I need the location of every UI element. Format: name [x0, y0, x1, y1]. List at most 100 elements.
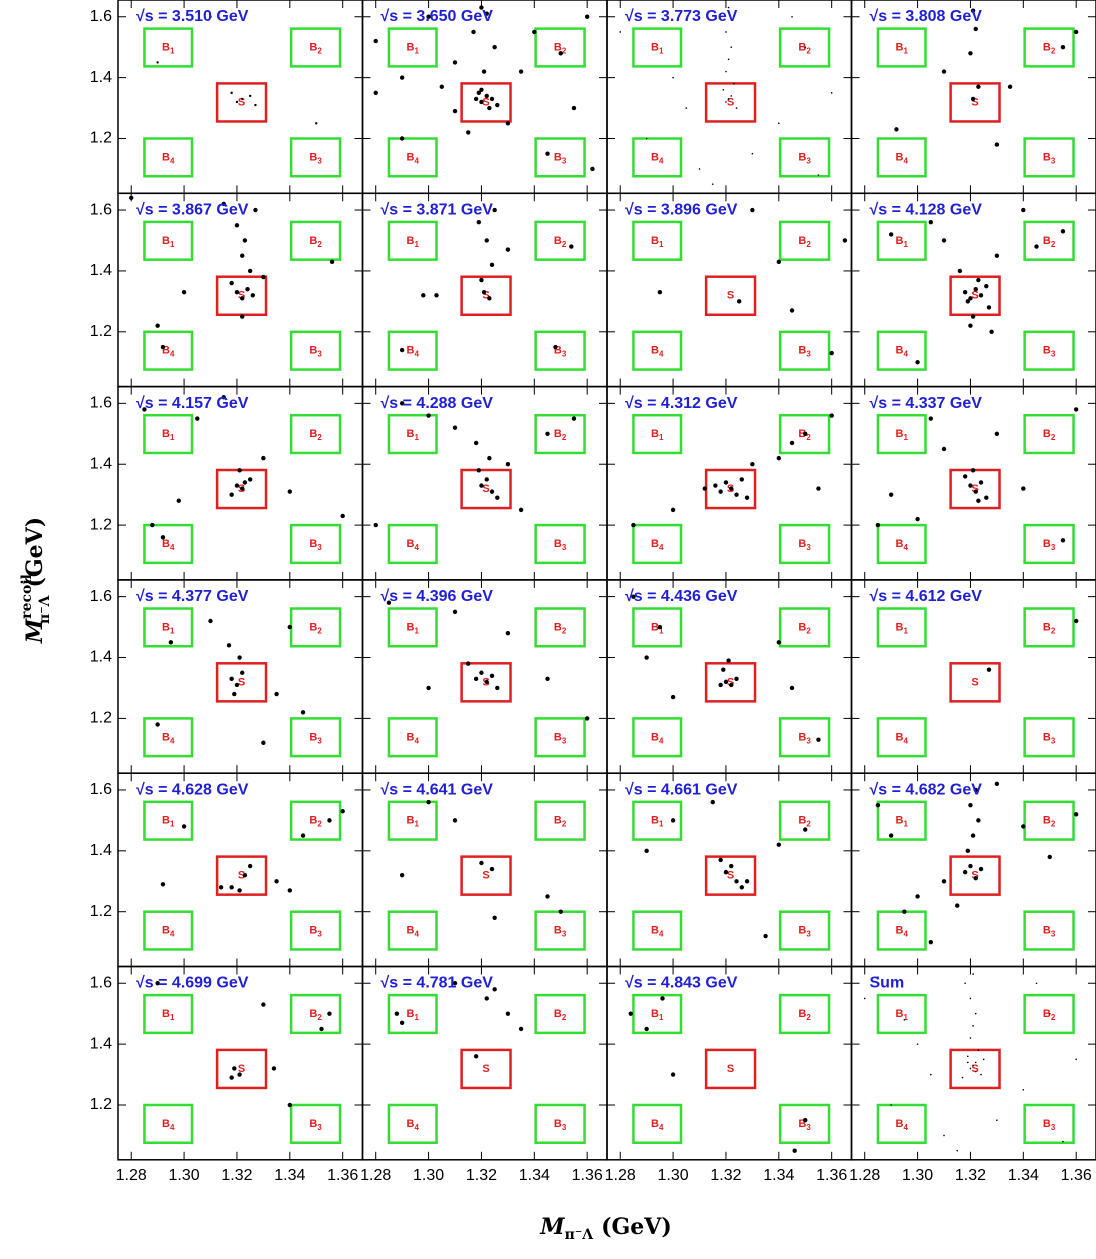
region-label: B4	[896, 924, 909, 938]
point	[803, 827, 807, 831]
point	[975, 1013, 977, 1015]
point	[803, 432, 807, 436]
region-label-sub: 1	[659, 240, 664, 249]
point	[967, 1056, 969, 1058]
point	[229, 885, 233, 889]
region-label-sub: 3	[562, 156, 567, 165]
point	[487, 106, 491, 110]
region-label-sub: 3	[317, 350, 322, 359]
panel-title: Sum	[870, 975, 905, 992]
point	[490, 674, 494, 678]
point	[248, 269, 252, 273]
point	[942, 69, 946, 73]
region-label-text: B	[1043, 1118, 1051, 1130]
point	[968, 803, 972, 807]
point	[315, 122, 317, 124]
point	[426, 686, 430, 690]
region-label-sub: 4	[170, 1123, 175, 1132]
point	[1074, 812, 1078, 816]
point	[721, 668, 725, 672]
point	[545, 677, 549, 681]
region-label: B4	[162, 1118, 175, 1132]
region-label-sub: 1	[170, 240, 175, 249]
region-label-text: S	[727, 1063, 734, 1075]
region-label-sub: 4	[414, 736, 419, 745]
point	[971, 97, 975, 101]
region-label-sub: 4	[170, 350, 175, 359]
region-label-text: B	[651, 1118, 659, 1130]
region-label: B3	[309, 345, 322, 359]
point	[182, 824, 186, 828]
region-label: B1	[407, 621, 420, 635]
region-label-text: B	[407, 924, 415, 936]
region-label-sub: 2	[806, 47, 811, 56]
point	[495, 686, 499, 690]
region-label-text: B	[1043, 235, 1051, 247]
point	[750, 462, 754, 466]
region-label: S	[482, 1063, 489, 1075]
y-tick-label: 1.6	[90, 974, 112, 991]
x-tick-label: 1.28	[849, 1167, 880, 1184]
region-label-sub: 2	[1051, 240, 1056, 249]
point	[237, 1072, 241, 1076]
region-label-text: B	[896, 731, 904, 743]
panel-title: √s = 3.896 GeV	[625, 202, 738, 219]
point	[301, 833, 305, 837]
point	[490, 867, 494, 871]
region-label: S	[482, 870, 489, 882]
point	[195, 416, 199, 420]
region-label-sub: 4	[659, 350, 664, 359]
region-label: B3	[309, 731, 322, 745]
panel-title: √s = 3.867 GeV	[136, 202, 249, 219]
y-tick-label: 1.6	[90, 588, 112, 605]
point	[791, 16, 793, 18]
point	[572, 106, 576, 110]
region-label: B3	[1043, 151, 1056, 165]
point	[506, 247, 510, 251]
region-label-sub: 2	[562, 820, 567, 829]
region-label-text: B	[162, 538, 170, 550]
region-label-sub: 3	[317, 543, 322, 552]
region-label-text: B	[554, 815, 562, 827]
region-label-sub: 4	[414, 543, 419, 552]
point	[971, 833, 975, 837]
panel-title: √s = 4.396 GeV	[381, 588, 494, 605]
region-label-text: S	[971, 1063, 978, 1075]
x-tick-label: 1.36	[1061, 1167, 1092, 1184]
region-label-sub: 4	[170, 930, 175, 939]
y-tick-label: 1.4	[90, 262, 112, 279]
point	[803, 1118, 807, 1122]
region-label-sub: 1	[659, 47, 664, 56]
y-tick-label: 1.2	[90, 516, 112, 533]
point	[506, 121, 510, 125]
point	[644, 655, 648, 659]
point	[495, 496, 499, 500]
point	[777, 260, 781, 264]
point	[1021, 486, 1025, 490]
region-label-text: B	[896, 538, 904, 550]
point	[816, 486, 820, 490]
point	[763, 934, 767, 938]
point	[485, 680, 489, 684]
point	[889, 232, 893, 236]
point	[400, 75, 404, 79]
point	[790, 686, 794, 690]
y-tick-label: 1.2	[90, 1096, 112, 1113]
region-label-sub: 1	[659, 433, 664, 442]
region-label-text: B	[651, 1008, 659, 1020]
point	[474, 97, 478, 101]
region-label-text: B	[162, 41, 170, 53]
point	[971, 468, 975, 472]
region-label: B2	[1043, 815, 1056, 829]
point	[644, 849, 648, 853]
region-label: B1	[651, 621, 664, 635]
point	[261, 741, 265, 745]
region-label: B3	[309, 924, 322, 938]
point	[453, 60, 457, 64]
point	[976, 278, 980, 282]
